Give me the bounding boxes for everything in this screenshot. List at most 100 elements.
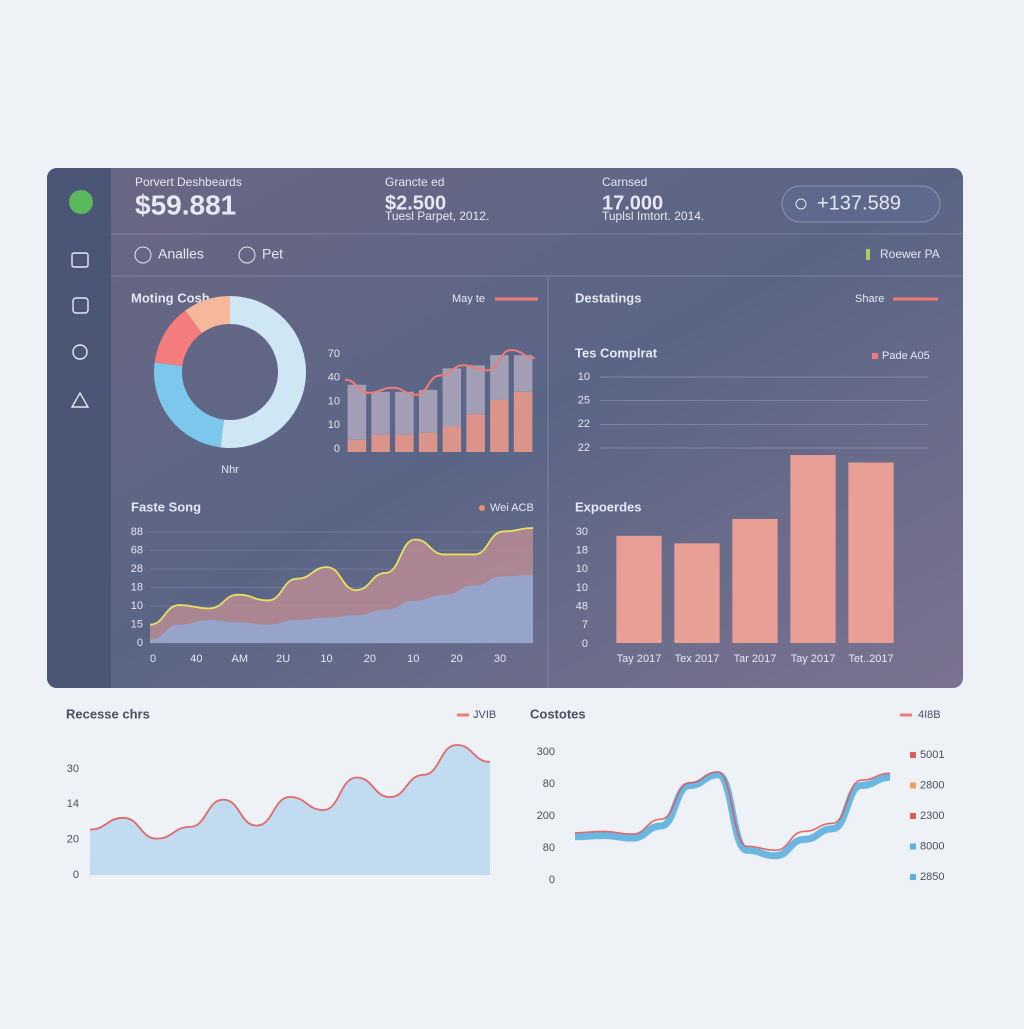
legend-swatch	[910, 843, 916, 850]
tab[interactable]: Analles	[158, 246, 204, 262]
x-tick-label: Tay 2017	[791, 653, 836, 665]
legend-swatch	[910, 752, 916, 758]
chart-title: Faste Song	[131, 499, 201, 514]
y-tick-label: 200	[537, 810, 555, 822]
chart-title: Destatings	[575, 290, 641, 305]
nav-icon[interactable]	[70, 391, 90, 408]
stat-label: Carnsed	[602, 175, 647, 189]
status-icon	[866, 249, 870, 260]
line	[149, 527, 534, 626]
chart-subtitle: Tes Complrat	[575, 345, 658, 360]
y-tick-label: 10	[328, 395, 340, 407]
y-tick-label: 10	[328, 419, 340, 431]
donut-segment	[220, 296, 306, 448]
stat-value: $59.881	[135, 189, 236, 220]
nav-icon[interactable]	[71, 252, 89, 268]
legend-swatch	[872, 353, 878, 359]
y-tick-label: 0	[334, 443, 340, 455]
bar	[490, 399, 509, 452]
x-tick-label: Tay 2017	[617, 653, 662, 665]
legend-swatch	[910, 874, 916, 880]
bar	[347, 439, 367, 452]
y-tick-label: 18	[576, 545, 588, 557]
bar	[790, 455, 836, 643]
stat-note: Tuplsl Imtort. 2014.	[602, 209, 704, 223]
bar	[442, 426, 462, 452]
status: Roewer PA	[880, 247, 940, 261]
y-tick-label: 68	[131, 544, 143, 556]
x-tick-label: Tex 2017	[675, 653, 720, 665]
y-tick-label: 14	[67, 798, 79, 810]
bar	[513, 391, 533, 452]
y-tick-label: 10	[131, 600, 143, 612]
bar	[418, 389, 438, 433]
x-tick-label: 0	[150, 653, 156, 665]
sidebar	[47, 168, 111, 688]
button[interactable]	[781, 185, 941, 223]
button-label[interactable]: +137.589	[817, 192, 901, 214]
bar	[674, 543, 720, 643]
line	[89, 744, 491, 840]
area	[150, 575, 533, 643]
y-tick-label: 10	[576, 563, 588, 575]
legend-label: JVIB	[473, 709, 496, 721]
y-tick-label: 0	[582, 638, 588, 650]
legend-label: 4I8B	[918, 709, 941, 721]
y-tick-label: 22	[578, 442, 590, 454]
x-tick-label: Tet..2017	[848, 653, 893, 665]
nav-icon[interactable]	[72, 297, 89, 314]
bar	[347, 384, 367, 440]
y-tick-label: 18	[131, 581, 143, 593]
y-tick-label: 25	[578, 395, 590, 407]
legend-label: Wei ACB	[490, 502, 534, 514]
bar	[395, 434, 414, 452]
y-tick-label: 40	[328, 372, 340, 384]
x-tick-label: 40	[190, 653, 202, 665]
tab-radio[interactable]	[134, 246, 152, 264]
legend-label: Share	[855, 293, 884, 305]
bar	[466, 365, 485, 415]
bar	[371, 434, 390, 452]
x-tick-label: Tar 2017	[734, 653, 777, 665]
legend-label: 8000	[920, 840, 944, 852]
button-icon	[795, 198, 807, 210]
chart-title: Recesse chrs	[66, 706, 150, 721]
y-tick-label: 20	[67, 834, 79, 846]
chart-title: Expoerdes	[575, 499, 641, 514]
stat-value: $2.500	[385, 192, 446, 214]
area	[90, 745, 490, 875]
chart-title: Costotes	[530, 706, 586, 721]
nav-icon[interactable]	[72, 344, 88, 360]
x-tick-label: AM	[232, 653, 249, 665]
x-tick-label: 10	[320, 653, 332, 665]
stat-note: Tuesl Parpet, 2012.	[385, 209, 489, 223]
logo[interactable]	[69, 190, 93, 214]
legend-label: 5001	[920, 749, 944, 761]
bar	[466, 414, 485, 452]
legend-label: 2300	[920, 810, 944, 822]
bar	[616, 535, 662, 643]
bar	[371, 391, 390, 435]
chart-title: Moting Cosh	[131, 290, 210, 305]
tab[interactable]: Pet	[262, 246, 283, 262]
bar	[418, 432, 438, 452]
y-tick-label: 70	[328, 348, 340, 360]
y-tick-label: 22	[578, 418, 590, 430]
y-tick-label: 10	[578, 371, 590, 383]
x-tick-label: 30	[494, 653, 506, 665]
line	[344, 348, 536, 396]
tab-radio[interactable]	[238, 246, 256, 264]
bar	[732, 518, 778, 643]
donut-label: Nhr	[221, 464, 239, 476]
donut-segment	[154, 310, 202, 366]
y-tick-label: 80	[543, 778, 555, 790]
line	[574, 771, 891, 852]
x-tick-label: 20	[364, 653, 376, 665]
y-tick-label: 80	[543, 842, 555, 854]
y-tick-label: 0	[137, 637, 143, 649]
y-tick-label: 30	[576, 526, 588, 538]
donut-segment	[185, 296, 230, 334]
